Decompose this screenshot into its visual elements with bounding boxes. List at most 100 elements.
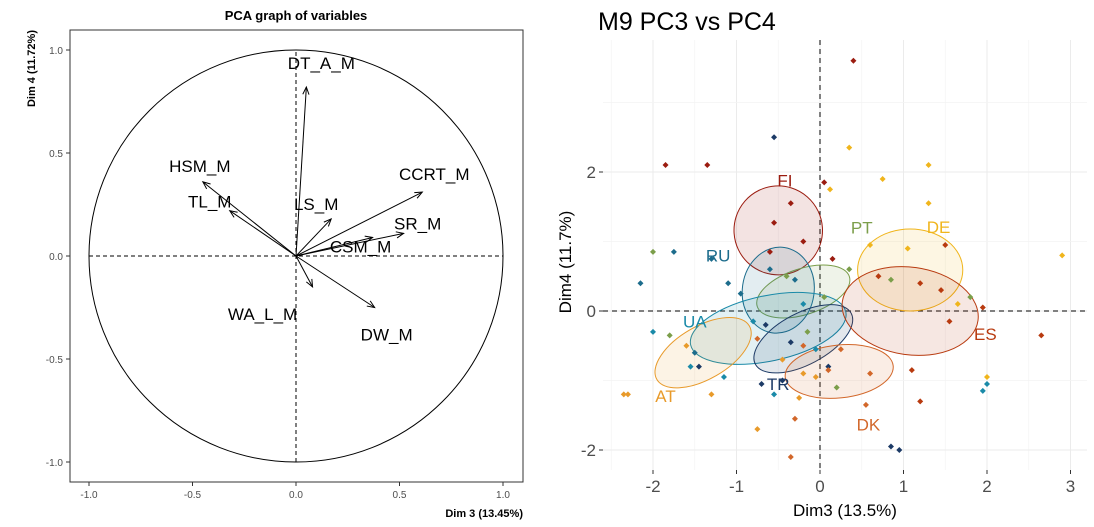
right-y-tick-label: 2 — [587, 163, 596, 182]
left-x-tick-label: 0.5 — [393, 490, 407, 501]
group-label: ES — [974, 325, 997, 344]
data-point — [887, 276, 894, 283]
group-ellipse — [741, 246, 815, 334]
group-label: PT — [851, 219, 873, 238]
data-point — [791, 276, 798, 283]
data-point — [737, 290, 744, 297]
variable-label: HSM_M — [169, 157, 230, 176]
data-point — [812, 374, 819, 381]
data-point — [650, 328, 656, 335]
variable-arrow — [295, 232, 404, 257]
variable-arrowhead — [302, 85, 310, 95]
left-x-tick-label: -1.0 — [80, 490, 98, 501]
variable-arrowhead — [364, 235, 374, 243]
variable-arrow — [295, 255, 314, 288]
correlation-circle — [88, 49, 504, 463]
data-point — [787, 453, 794, 460]
group-ellipse — [654, 317, 752, 389]
variable-arrowhead — [323, 217, 333, 227]
group-label: RU — [706, 246, 731, 265]
data-point — [846, 266, 853, 273]
group-ellipse — [689, 291, 847, 365]
left-x-axis-label: Dim 3 (13.45%) — [445, 508, 523, 520]
data-point — [827, 186, 834, 193]
data-point — [771, 391, 778, 398]
data-point — [812, 346, 819, 353]
group-label: AT — [655, 387, 675, 406]
variable-arrow — [295, 255, 375, 308]
group-ellipse — [784, 344, 894, 399]
right-y-tick-label: -2 — [581, 441, 596, 460]
right-x-axis-label: Dim3 (13.5%) — [793, 501, 897, 520]
data-point — [867, 241, 874, 248]
left-chart-title: PCA graph of variables — [225, 8, 368, 23]
variable-label: DT_A_M — [288, 54, 355, 73]
data-point — [804, 328, 811, 335]
right-x-tick-label: -1 — [729, 477, 744, 496]
left-y-tick-label: -0.5 — [46, 355, 64, 366]
group-label: FI — [777, 171, 792, 190]
data-point — [917, 280, 924, 287]
data-point — [1038, 332, 1045, 339]
data-point — [620, 391, 627, 398]
right-chart-title: M9 PC3 vs PC4 — [598, 8, 776, 36]
left-x-tick-label: 0.0 — [289, 490, 303, 501]
data-point — [650, 248, 656, 255]
variable-label: SR_M — [394, 214, 441, 233]
group-ellipse — [841, 266, 979, 356]
data-point — [683, 342, 690, 349]
data-point — [771, 134, 778, 141]
data-point — [833, 384, 840, 391]
right-x-tick-label: 0 — [815, 477, 824, 496]
data-point — [800, 301, 807, 308]
data-point — [904, 245, 911, 252]
data-point — [687, 363, 694, 370]
data-point — [800, 370, 807, 377]
data-point — [954, 301, 961, 308]
data-point — [875, 273, 882, 280]
data-point — [800, 238, 807, 245]
data-point — [750, 318, 757, 325]
data-point — [908, 367, 915, 374]
right-x-tick-label: 3 — [1066, 477, 1075, 496]
data-point — [708, 391, 715, 398]
data-point — [725, 280, 732, 287]
data-point — [887, 443, 894, 450]
group-label: TR — [767, 375, 790, 394]
variable-arrow — [295, 191, 423, 257]
group-label: UA — [683, 312, 707, 331]
data-point — [938, 287, 945, 294]
group-label: DK — [857, 415, 881, 434]
data-point — [879, 175, 886, 182]
group-ellipse — [857, 228, 964, 312]
variable-label: LS_M — [294, 195, 338, 214]
data-point — [846, 144, 853, 151]
variable-arrowhead — [366, 300, 376, 309]
data-point — [691, 349, 698, 356]
right-plot-background — [603, 40, 1087, 470]
data-point — [925, 162, 932, 169]
data-point — [779, 377, 786, 384]
left-y-tick-label: 1.0 — [49, 46, 63, 57]
data-point — [984, 380, 990, 387]
data-point — [942, 241, 949, 248]
left-y-axis-label: Dim 4 (11.72%) — [26, 30, 38, 107]
data-point — [779, 356, 786, 363]
data-point — [666, 332, 673, 339]
data-point — [850, 57, 857, 64]
data-point — [821, 179, 828, 186]
data-point — [708, 255, 715, 262]
data-point — [946, 318, 953, 325]
variable-arrow — [202, 181, 297, 257]
variable-arrow — [295, 236, 373, 257]
variable-label: CSM_M — [330, 237, 391, 256]
right-y-axis-label: Dim4 (11.7%) — [556, 211, 575, 314]
data-point — [766, 266, 773, 273]
data-point — [862, 401, 869, 408]
data-point — [624, 391, 631, 398]
right-y-tick-label: 0 — [587, 302, 596, 321]
right-plot-area: FI PT DE RU UA TR ES DK AT -2 -1 0 1 2 3 -2 0 2 — [581, 40, 1087, 496]
data-point — [787, 200, 794, 207]
data-point — [637, 280, 644, 287]
data-point — [825, 363, 832, 370]
